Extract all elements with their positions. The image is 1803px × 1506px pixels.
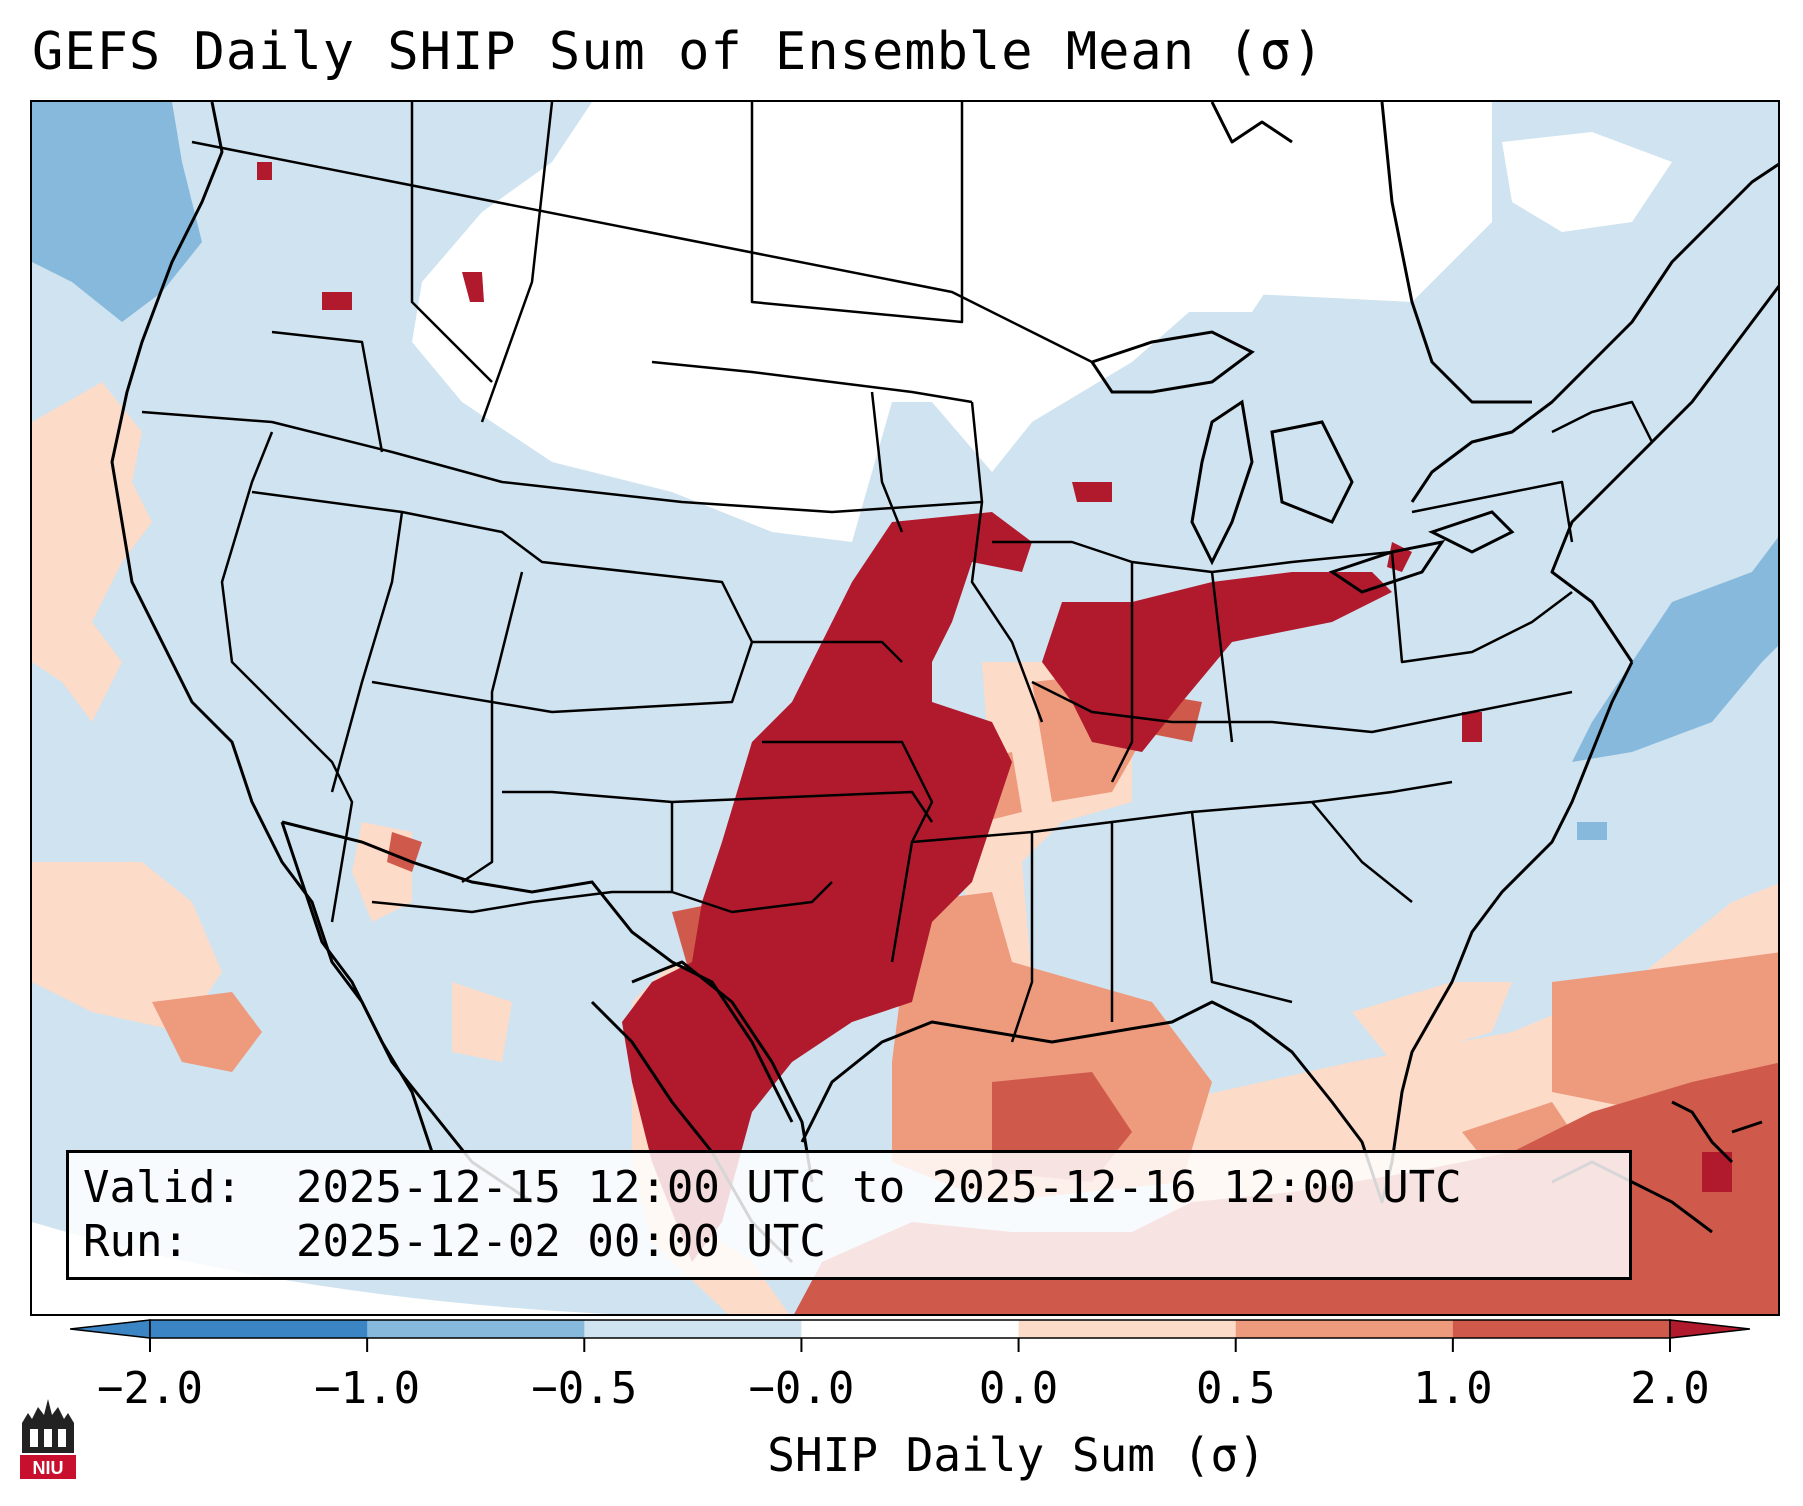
colorbar-segment <box>1235 1320 1454 1338</box>
projection-edge <box>32 1222 609 1314</box>
colorbar-tick-label: −1.0 <box>314 1363 421 1414</box>
colorbar-tick-label: −0.0 <box>748 1363 855 1414</box>
run-label: Run: <box>83 1216 189 1267</box>
valid-value: 2025-12-15 12:00 UTC to 2025-12-16 12:00… <box>296 1162 1462 1213</box>
colorbar-segment <box>801 1320 1020 1338</box>
colorbar-tick-label: 0.0 <box>978 1363 1059 1414</box>
great-lakes <box>1089 330 1515 594</box>
valid-label: Valid: <box>83 1162 242 1213</box>
colorbar-tick-label: 1.0 <box>1413 1363 1493 1414</box>
colorbar-extend-min <box>70 1319 151 1339</box>
colorbar-segment <box>1452 1320 1671 1338</box>
state-borders <box>141 102 1654 1043</box>
colorbar-outline <box>149 1319 1671 1339</box>
niu-logo-text: NIU <box>33 1458 64 1478</box>
valid-row: Valid: 2025-12-15 12:00 UTC to 2025-12-1… <box>83 1161 1615 1215</box>
colorbar-tick-label: 0.5 <box>1195 1363 1276 1414</box>
colorbar-segment <box>367 1320 585 1338</box>
niu-logo-icon: NIU <box>20 1399 76 1479</box>
colorbar-segment <box>584 1320 802 1338</box>
run-value: 2025-12-02 00:00 UTC <box>296 1216 826 1267</box>
country-border-mexico <box>281 820 794 1123</box>
run-row: Run: 2025-12-02 00:00 UTC <box>83 1215 1615 1269</box>
colorbar-extend-max <box>1669 1319 1750 1339</box>
colorbar-tick-label: −2.0 <box>97 1363 203 1414</box>
map-canvas <box>32 102 1778 1314</box>
valid-info-box: Valid: 2025-12-15 12:00 UTC to 2025-12-1… <box>66 1150 1632 1280</box>
colorbar-tick-label: −0.5 <box>531 1363 638 1414</box>
colorbar-tick-label: 2.0 <box>1630 1363 1710 1414</box>
colorbar-segment <box>1018 1320 1237 1338</box>
field-negative-patches <box>32 102 1778 840</box>
colorbar-segment <box>150 1320 368 1338</box>
map-panel[interactable] <box>30 100 1780 1316</box>
coastlines <box>110 102 1778 1264</box>
colorbar <box>70 1319 1750 1352</box>
map-title: GEFS Daily SHIP Sum of Ensemble Mean (σ) <box>32 22 1325 82</box>
colorbar-label: SHIP Daily Sum (σ) <box>767 1428 1266 1482</box>
